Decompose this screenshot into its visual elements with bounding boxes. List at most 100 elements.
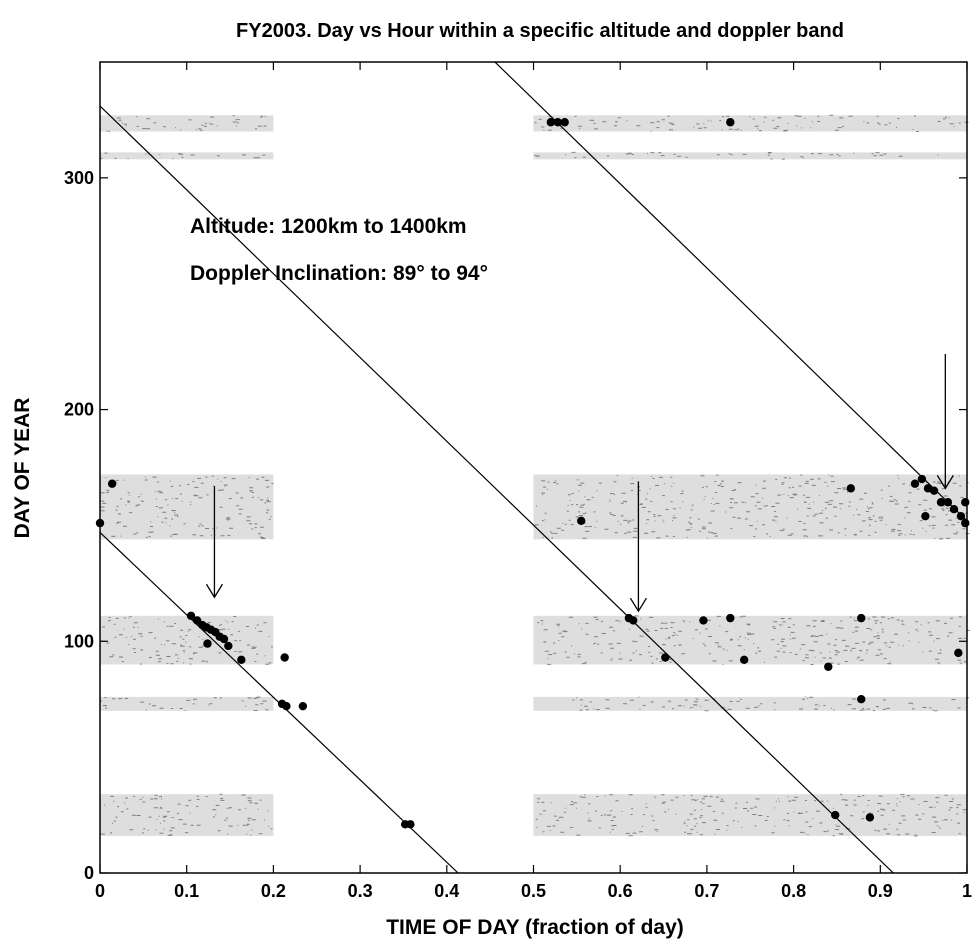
arrow-2 — [936, 353, 954, 490]
data-point-45 — [961, 518, 970, 528]
data-point-21 — [560, 118, 569, 127]
data-point-41 — [936, 498, 946, 507]
data-point-32 — [857, 695, 866, 704]
x-axis-ticks: 0 0.1 0.2 0.3 0.4 0.5 0.6 0.7 0.8 0.9 1 — [95, 62, 972, 901]
data-point-28 — [739, 655, 749, 665]
y-tick-label-2: 200 — [64, 400, 94, 420]
annotation-altitude: Altitude: 1200km to 1400km — [190, 215, 467, 238]
data-point-34 — [865, 813, 875, 822]
data-point-42 — [943, 498, 953, 507]
arrows-layer — [205, 353, 954, 613]
band-speckle-5 — [100, 793, 273, 836]
data-point-11 — [280, 653, 289, 662]
data-point-40 — [929, 486, 939, 495]
coverage-band-3 — [100, 615, 274, 665]
x-tick-label-4: 0.4 — [434, 881, 459, 901]
band-speckle-path-11 — [535, 793, 967, 837]
trend-line-2 — [494, 62, 967, 522]
trend-line-1 — [100, 105, 894, 873]
coverage-band-5 — [100, 794, 274, 836]
x-tick-label-10: 1 — [962, 881, 972, 901]
data-point-29 — [824, 662, 833, 671]
data-points-layer — [95, 118, 970, 829]
data-point-8 — [224, 641, 233, 651]
coverage-band-1 — [100, 152, 274, 160]
plot-frame — [99, 61, 968, 874]
chart-title: FY2003. Day vs Hour within a specific al… — [236, 20, 844, 42]
data-point-22 — [726, 118, 735, 127]
band-speckle-0 — [106, 115, 267, 132]
detection-noise-layer — [100, 114, 971, 837]
data-point-16 — [406, 820, 415, 829]
band-speckle-path-9 — [537, 615, 971, 665]
data-point-25 — [699, 616, 708, 625]
x-tick-label-8: 0.8 — [781, 881, 806, 901]
arrow-0 — [205, 486, 223, 599]
band-speckle-path-5 — [100, 793, 273, 836]
data-point-10 — [237, 655, 246, 665]
arrow-1 — [629, 481, 647, 613]
band-speckle-path-8 — [534, 474, 970, 540]
x-tick-label-9: 0.9 — [868, 881, 893, 901]
x-axis-label: TIME OF DAY (fraction of day) — [386, 916, 684, 939]
band-speckle-path-6 — [534, 114, 969, 132]
coverage-band-7 — [533, 152, 967, 160]
data-point-7 — [219, 634, 229, 644]
data-point-14 — [298, 701, 308, 711]
x-tick-label-5: 0.5 — [521, 881, 546, 901]
band-speckle-path-7 — [534, 151, 939, 160]
data-point-9 — [203, 639, 212, 648]
data-point-47 — [961, 498, 970, 507]
data-point-33 — [831, 810, 840, 820]
data-point-44 — [956, 511, 966, 521]
coverage-band-2 — [100, 474, 274, 540]
data-point-36 — [846, 484, 856, 493]
arrow-head-2 — [936, 475, 954, 490]
data-point-37 — [910, 479, 920, 488]
band-speckle-path-1 — [100, 152, 266, 160]
data-point-43 — [949, 505, 959, 514]
band-speckle-8 — [534, 474, 970, 540]
band-speckle-path-0 — [106, 115, 267, 132]
band-speckle-11 — [535, 793, 967, 837]
data-point-26 — [726, 613, 735, 623]
band-speckle-7 — [534, 151, 939, 160]
y-tick-label-3: 300 — [64, 168, 94, 188]
band-speckle-2 — [100, 475, 274, 539]
coverage-band-11 — [533, 794, 967, 836]
y-tick-label-1: 100 — [64, 631, 94, 651]
data-point-13 — [282, 701, 291, 711]
coverage-band-8 — [533, 474, 967, 540]
coverage-band-4 — [100, 696, 274, 711]
data-point-31 — [954, 648, 963, 658]
y-axis-label: DAY OF YEAR — [11, 398, 34, 539]
data-point-19 — [546, 118, 556, 127]
data-point-0 — [186, 611, 196, 620]
data-point-17 — [107, 479, 117, 488]
data-point-20 — [553, 118, 562, 127]
y-axis-ticks: 0 100 200 300 — [64, 168, 967, 883]
x-tick-label-1: 0.1 — [174, 881, 199, 901]
x-tick-label-6: 0.6 — [608, 881, 633, 901]
coverage-band-10 — [533, 696, 967, 711]
coverage-band-6 — [533, 115, 967, 132]
annotation-doppler: Doppler Inclination: 89° to 94° — [190, 262, 488, 285]
arrow-head-0 — [205, 583, 223, 599]
x-tick-label-0: 0 — [95, 881, 105, 901]
data-point-38 — [917, 474, 927, 484]
x-tick-label-7: 0.7 — [694, 881, 719, 901]
band-speckle-4 — [100, 696, 275, 711]
band-speckle-9 — [537, 615, 971, 665]
x-tick-label-2: 0.2 — [261, 881, 286, 901]
data-point-46 — [921, 511, 930, 521]
band-speckle-path-4 — [100, 696, 275, 711]
y-tick-label-0: 0 — [84, 863, 94, 883]
data-point-35 — [576, 516, 586, 525]
coverage-band-9 — [533, 615, 967, 665]
data-point-30 — [857, 613, 866, 623]
trend-lines-layer — [100, 62, 967, 873]
data-point-27 — [661, 653, 670, 662]
band-speckle-1 — [100, 152, 266, 160]
coverage-band-0 — [100, 115, 274, 132]
